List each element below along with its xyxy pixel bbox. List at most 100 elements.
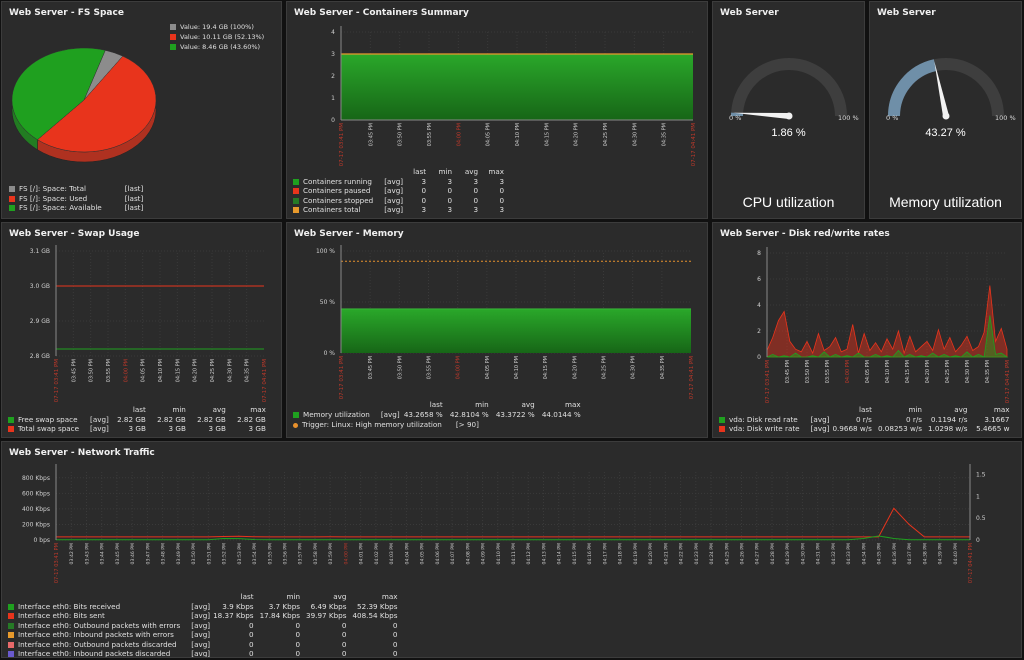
legend-value: 3 GB bbox=[208, 424, 226, 433]
x-tick-label: 04:10 PM bbox=[514, 356, 520, 379]
fs-space-panel: Web Server - FS Space Value: 19.4 GB (10… bbox=[1, 1, 282, 219]
x-tick-label: 04:20 PM bbox=[574, 123, 580, 146]
legend-value: 0.1194 r/s bbox=[930, 414, 968, 424]
legend-value: 0 bbox=[447, 195, 453, 205]
legend-agg: [avg] bbox=[384, 176, 404, 186]
color-swatch bbox=[8, 641, 14, 648]
memory-chart: 0 % 50 % 100 % 07-17 03:41 PM 07-17 04:41 PM… bbox=[316, 245, 695, 399]
x-tick-label: 04:25 PM bbox=[945, 360, 951, 383]
x-tick-label: 03:55 PM bbox=[106, 359, 112, 382]
y-tick-label: 100 % bbox=[316, 248, 335, 255]
legend-agg: [avg] bbox=[384, 205, 404, 214]
fs-legend: FS [/]: Space: Total [last] FS [/]: Space… bbox=[9, 184, 146, 213]
legend-header-row: last min avg max bbox=[8, 592, 404, 602]
x-tick-label: 03:50 PM bbox=[89, 359, 95, 382]
y-tick-label: 3 bbox=[331, 51, 335, 58]
containers-legend: last min avg max Containers running [avg] 3 3 3 3… bbox=[293, 167, 510, 215]
legend-row: Interface eth0: Inbound packets with err… bbox=[8, 630, 404, 640]
x-tick-label: 04:05 PM bbox=[420, 543, 426, 564]
legend-label: Containers paused bbox=[303, 186, 371, 195]
gauge-value: 1.86 % bbox=[771, 127, 806, 139]
x-tick-label: 04:11 PM bbox=[511, 543, 517, 564]
legend-label: Interface eth0: Bits sent bbox=[18, 611, 105, 620]
x-tick-label: 03:58 PM bbox=[313, 543, 319, 564]
x-tick-label: 04:05 PM bbox=[141, 359, 147, 382]
x-tick-label: 04:32 PM bbox=[831, 543, 837, 564]
legend-value: 44.0144 % bbox=[541, 409, 581, 419]
color-swatch bbox=[9, 186, 15, 192]
legend-label: Interface eth0: Outbound packets discard… bbox=[18, 639, 177, 649]
legend-header-row: last min avg max bbox=[293, 400, 587, 410]
x-tick-label: 04:30 PM bbox=[965, 360, 971, 383]
legend-value: 0 bbox=[392, 620, 398, 630]
legend-value: 408.54 Kbps bbox=[352, 611, 398, 620]
x-start-label: 07-17 03:41 PM bbox=[54, 543, 60, 583]
y-tick-label: 6 bbox=[757, 276, 761, 283]
x-end-label: 07-17 04:41 PM bbox=[968, 543, 974, 583]
legend-value: 2.82 GB bbox=[157, 414, 186, 424]
memory-gauge-panel: Web Server 0 % 100 % 43.27 % Memory util… bbox=[869, 1, 1022, 219]
legend-value: 0 r/s bbox=[906, 414, 922, 424]
legend-label: vda: Disk read rate bbox=[729, 414, 798, 424]
x-tick-label: 03:50 PM bbox=[805, 360, 811, 383]
legend-label: Interface eth0: Inbound packets with err… bbox=[18, 630, 174, 639]
x-tick-label: 04:25 PM bbox=[724, 543, 730, 564]
x-tick-label: 03:45 PM bbox=[368, 123, 374, 146]
x-start-label: 07-17 03:41 PM bbox=[765, 360, 771, 403]
x-tick-label: 03:45 PM bbox=[368, 356, 374, 379]
x-tick-label: 04:35 PM bbox=[660, 356, 666, 379]
gauge-max-label: 100 % bbox=[995, 114, 1016, 122]
x-tick-label: 04:15 PM bbox=[905, 360, 911, 383]
legend-row: Interface eth0: Bits received [avg] 3.9 Kb… bbox=[8, 602, 404, 612]
x-tick-label: 03:55 PM bbox=[825, 360, 831, 383]
legend-value: 0 bbox=[473, 195, 479, 205]
legend-agg: [avg] bbox=[191, 611, 211, 620]
legend-label: FS [/]: Space: Total bbox=[19, 184, 86, 193]
x-tick-label: 04:15 PM bbox=[572, 543, 578, 564]
legend-header: avg bbox=[464, 167, 479, 176]
x-start-label: 07-17 03:41 PM bbox=[339, 123, 345, 167]
color-swatch bbox=[293, 188, 299, 194]
legend-value: 0 bbox=[392, 630, 398, 639]
legend-value: 0.08253 w/s bbox=[877, 424, 922, 433]
legend-label: Containers running bbox=[303, 176, 372, 186]
x-tick-label: 04:23 PM bbox=[694, 543, 700, 564]
legend-row: Total swap space [avg] 3 GB 3 GB 3 GB 3 GB bbox=[8, 424, 272, 434]
gauge-needle bbox=[934, 61, 949, 117]
legend-value: 0 bbox=[295, 639, 301, 649]
color-swatch bbox=[8, 613, 14, 619]
x-tick-label: 04:25 PM bbox=[602, 356, 608, 379]
x-tick-label: 04:22 PM bbox=[679, 543, 685, 564]
legend-value: 42.8104 % bbox=[449, 409, 489, 419]
x-tick-label: 04:33 PM bbox=[846, 543, 852, 564]
legend-row: vda: Disk read rate [avg] 0 r/s 0 r/s 0.1194… bbox=[719, 415, 1015, 425]
x-tick-label: 04:00 PM bbox=[845, 360, 851, 383]
disk-chart: 0 2 4 6 8 07-17 03:41 PM 07-17 04:41 PM 03:45 P… bbox=[757, 247, 1011, 403]
legend-value: 3.1667 bbox=[984, 414, 1010, 424]
x-tick-label: 04:35 PM bbox=[245, 359, 251, 382]
legend-header: last bbox=[132, 405, 146, 414]
legend-agg: [avg] bbox=[90, 424, 109, 433]
x-tick-label: 04:00 PM bbox=[343, 543, 349, 564]
legend-value: 0 bbox=[447, 186, 453, 195]
gauge-caption: CPU utilization bbox=[742, 194, 835, 210]
x-tick-label: 04:06 PM bbox=[435, 543, 441, 564]
legend-value: 2.82 GB bbox=[237, 414, 266, 424]
legend-value: 0 bbox=[392, 649, 398, 658]
containers-summary-panel: Web Server - Containers Summary 0 1 2 3 4 07-… bbox=[286, 1, 708, 219]
gauge-track bbox=[731, 58, 847, 117]
y2-tick-label: 1.5 bbox=[976, 471, 986, 478]
legend-row: FS [/]: Space: Available [last] bbox=[9, 203, 146, 213]
gauge-value: 43.27 % bbox=[925, 127, 966, 139]
legend-row: Memory utilization [avg] 43.2658 % 42.8104 … bbox=[293, 410, 587, 420]
x-tick-label: 04:10 PM bbox=[496, 543, 502, 564]
color-swatch bbox=[293, 197, 299, 204]
memory-panel: Web Server - Memory 0 % 50 % 100 % 07-17 03… bbox=[286, 222, 708, 438]
gauge-fill bbox=[888, 59, 937, 117]
swap-legend: last min avg max Free swap space [avg] 2.82 GB… bbox=[8, 405, 272, 434]
legend-value: 0 bbox=[341, 639, 347, 649]
trigger-label: Trigger: Linux: High memory utilization bbox=[302, 420, 442, 429]
x-tick-label: 04:07 PM bbox=[450, 543, 456, 564]
x-end-label: 07-17 04:41 PM bbox=[1005, 360, 1011, 403]
series-area-memory bbox=[341, 308, 691, 353]
